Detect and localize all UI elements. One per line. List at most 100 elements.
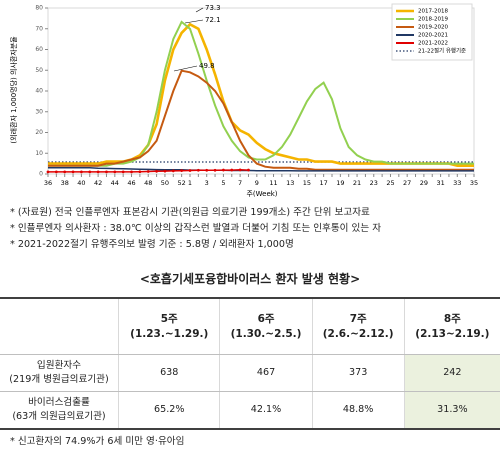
annotation: 72.1 (205, 16, 221, 24)
legend: 2017-2018 2018-2019 2019-2020 2020-2021 2021… (391, 3, 473, 61)
data-point (105, 170, 108, 174)
header-cell: 7주 (2.6.~2.12.) (311, 298, 405, 355)
data-point (88, 170, 92, 174)
data-point (171, 169, 175, 173)
table: 5주 (1.23.~1.29.) 6주 (1.30.~2.5.) 7주 (2.6.~2.1… (0, 297, 500, 430)
x-tick-label: 27 (403, 179, 411, 187)
x-tick-label: 35 (470, 179, 478, 187)
table-row: 바이러스검출률 (63개 의원급의료기관) 65.2% 42.1% 48.8% 31.3% (0, 391, 500, 430)
data-point (230, 168, 234, 172)
table-cell: 467 (219, 354, 313, 392)
y-tick-label: 70 (35, 25, 43, 32)
header-cell: 8주 (2.13~2.19.) (403, 298, 500, 355)
header-text: 8주 (443, 312, 461, 325)
header-cell: 6주 (1.30.~2.5.) (219, 298, 313, 355)
data-point (180, 169, 184, 173)
x-tick-label: 50 (161, 179, 169, 187)
data-point (146, 170, 150, 173)
x-tick-label: 48 (144, 179, 152, 187)
data-point (54, 170, 58, 174)
legend-label: 2021-2022 (418, 41, 448, 47)
y-tick-label: 10 (35, 150, 43, 157)
data-point (222, 168, 225, 172)
note: * 2021-2022절기 유행주의보 발령 기준 : 5.8명 / 외래환자 … (10, 239, 294, 250)
data-point (121, 170, 125, 174)
legend-box (391, 3, 473, 61)
table-body: 입원환자수 (219개 병원급의료기관) 638 467 373 242 바이러스검출률 (6… (0, 354, 500, 430)
legend-label: 2019-2020 (418, 25, 448, 31)
x-tick-label: 44 (111, 179, 119, 187)
annotation-arrow (184, 19, 204, 24)
x-tick-label: 3 (205, 179, 209, 187)
x-tick-label: 42 (94, 179, 102, 187)
x-tick-label: 52 (178, 179, 186, 187)
x-tick-label: 40 (77, 179, 85, 187)
header-text: (2.13~2.19.) (415, 327, 490, 340)
x-tick-label: 17 (320, 179, 328, 187)
table-cell: 31.3% (403, 391, 500, 430)
y-tick-label: 50 (35, 67, 43, 74)
row-label-text: (63개 의원급의료기관) (12, 411, 106, 422)
legend-label: 2020-2021 (418, 33, 448, 39)
x-tick-label: 33 (453, 179, 461, 187)
row-label-text: 바이러스검출률 (28, 397, 90, 408)
x-tick-label: 5 (221, 179, 225, 187)
table-cell: 242 (403, 354, 500, 392)
note: * 인플루엔자 의사환자 : 38.0℃ 이상의 갑작스런 발열과 더불어 기침… (10, 223, 382, 234)
legend-label: 2017-2018 (418, 9, 448, 15)
table-title: <호흡기세포융합바이러스 환자 발생 현황> (139, 272, 361, 286)
y-tick-label: 60 (35, 46, 43, 53)
data-point (163, 169, 167, 173)
data-point (138, 170, 142, 174)
x-tick-label: 21 (353, 179, 361, 187)
data-point (113, 170, 117, 174)
chart: (외래환자 1,000명당) 의사환자분율 주(Week) 0 10 20 30 40 5… (9, 3, 478, 198)
row-label-text: 입원환자수 (36, 360, 82, 371)
y-tick-label: 40 (35, 88, 43, 95)
x-tick-label: 1 (188, 179, 192, 187)
legend-label: 2018-2019 (418, 17, 448, 23)
legend-label: 21-22절기 유행기준 (418, 47, 466, 55)
header-text: (1.30.~2.5.) (230, 327, 302, 340)
x-tick-label: 7 (238, 179, 242, 187)
table-cell: 42.1% (219, 391, 313, 430)
data-point (196, 168, 200, 172)
x-tick-label: 31 (436, 179, 444, 187)
data-point (63, 170, 67, 174)
table-cell: 65.2% (117, 391, 220, 430)
data-point (71, 170, 75, 174)
x-tick-label: 15 (303, 179, 311, 187)
table-row: 입원환자수 (219개 병원급의료기관) 638 467 373 242 (0, 354, 500, 392)
header-text: 5주 (160, 312, 178, 325)
data-point (80, 170, 83, 174)
row-label: 바이러스검출률 (63개 의원급의료기관) (0, 391, 119, 430)
annotation: 49.8 (199, 62, 215, 70)
data-point (188, 169, 192, 172)
table-cell: 638 (117, 354, 220, 392)
data-point (96, 170, 100, 174)
y-tick-label: 0 (39, 171, 43, 178)
x-tick-label: 19 (336, 179, 344, 187)
footnote: * 신고환자의 74.9%가 6세 미만 영·유아임 (10, 436, 185, 447)
x-tick-label: 13 (286, 179, 294, 187)
data-point (155, 169, 158, 173)
header-text: (1.23.~1.29.) (130, 327, 209, 340)
notes: * (자료원) 전국 인플루엔자 표본감시 기관(의원급 의료기관 199개소)… (10, 205, 498, 253)
note: * (자료원) 전국 인플루엔자 표본감시 기관(의원급 의료기관 199개소)… (10, 207, 370, 218)
x-tick-label: 46 (127, 179, 135, 187)
y-tick-label: 30 (35, 108, 43, 115)
header-cell: 5주 (1.23.~1.29.) (117, 298, 220, 355)
y-axis-title: (외래환자 1,000명당) 의사환자분율 (9, 36, 18, 144)
x-tick-label: 38 (61, 179, 69, 187)
row-label-text: (219개 병원급의료기관) (9, 374, 109, 385)
header-text: 7주 (349, 312, 367, 325)
row-label: 입원환자수 (219개 병원급의료기관) (0, 354, 119, 392)
header-text: 6주 (257, 312, 275, 325)
x-axis-title: 주(Week) (246, 190, 277, 198)
table-cell: 373 (311, 354, 405, 392)
x-tick-label: 23 (370, 179, 378, 187)
header-text: (2.6.~2.12.) (322, 327, 394, 340)
data-point (247, 168, 250, 172)
x-tick-label: 9 (255, 179, 259, 187)
